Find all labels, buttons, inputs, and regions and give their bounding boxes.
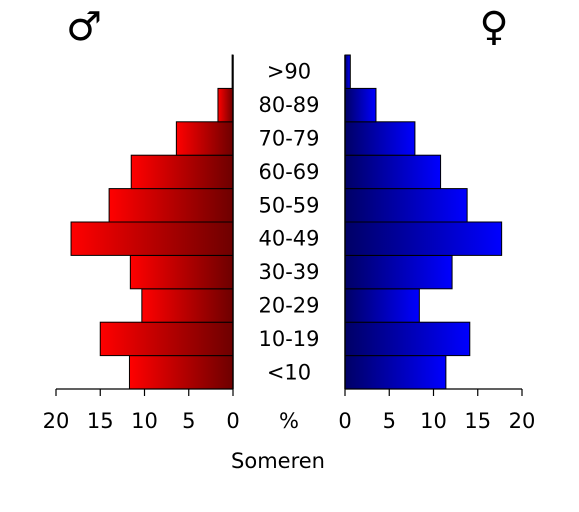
male-tick-label-0: 20 — [43, 409, 70, 433]
female-bar-7 — [344, 121, 416, 156]
female-bar-1 — [344, 321, 471, 357]
female-bar-2 — [344, 288, 420, 323]
female-symbol: ♀ — [479, 4, 508, 50]
male-bar-7 — [175, 121, 234, 156]
male-bar-8 — [217, 87, 234, 123]
female-tick-label-4: 20 — [509, 409, 536, 433]
female-bar-4 — [344, 221, 503, 256]
age-label-9: >90 — [267, 60, 311, 84]
age-label-0: <10 — [267, 360, 311, 384]
age-label-4: 40-49 — [258, 227, 319, 251]
female-bar-0 — [344, 355, 447, 390]
male-x-axis: 20 15 10 5 0 — [43, 388, 240, 433]
female-bar-5 — [344, 188, 468, 223]
female-bars — [344, 54, 503, 390]
x-axis-title: Someren — [231, 449, 325, 473]
male-tick-label-3: 5 — [182, 409, 195, 433]
male-bars — [70, 54, 234, 390]
male-bar-4 — [70, 221, 234, 256]
female-bar-8 — [344, 87, 377, 123]
male-tick-label-4: 0 — [226, 409, 239, 433]
age-label-7: 70-79 — [258, 127, 319, 151]
age-label-5: 50-59 — [258, 193, 319, 217]
unit-label: % — [279, 409, 299, 433]
male-bar-1 — [99, 321, 234, 357]
male-bar-6 — [130, 154, 234, 190]
age-label-1: 10-19 — [258, 327, 319, 351]
female-bar-6 — [344, 154, 442, 190]
age-label-8: 80-89 — [258, 93, 319, 117]
female-tick-label-0: 0 — [338, 409, 351, 433]
male-tick-label-1: 15 — [87, 409, 114, 433]
age-label-2: 20-29 — [258, 294, 319, 318]
male-symbol: ♂ — [66, 4, 102, 50]
female-tick-label-1: 5 — [383, 409, 396, 433]
age-label-6: 60-69 — [258, 160, 319, 184]
female-tick-label-3: 15 — [464, 409, 491, 433]
male-bar-3 — [129, 254, 234, 290]
female-bar-3 — [344, 254, 453, 290]
male-tick-label-2: 10 — [131, 409, 158, 433]
male-bar-2 — [141, 288, 234, 323]
male-bar-5 — [108, 188, 234, 223]
age-label-3: 30-39 — [258, 260, 319, 284]
age-labels: <10 10-19 20-29 30-39 40-49 50-59 60-69 70-79 80… — [258, 60, 319, 385]
female-x-axis: 0 5 10 15 20 — [338, 388, 536, 433]
male-bar-0 — [128, 355, 234, 390]
female-bar-9 — [344, 54, 351, 89]
female-tick-label-2: 10 — [420, 409, 447, 433]
